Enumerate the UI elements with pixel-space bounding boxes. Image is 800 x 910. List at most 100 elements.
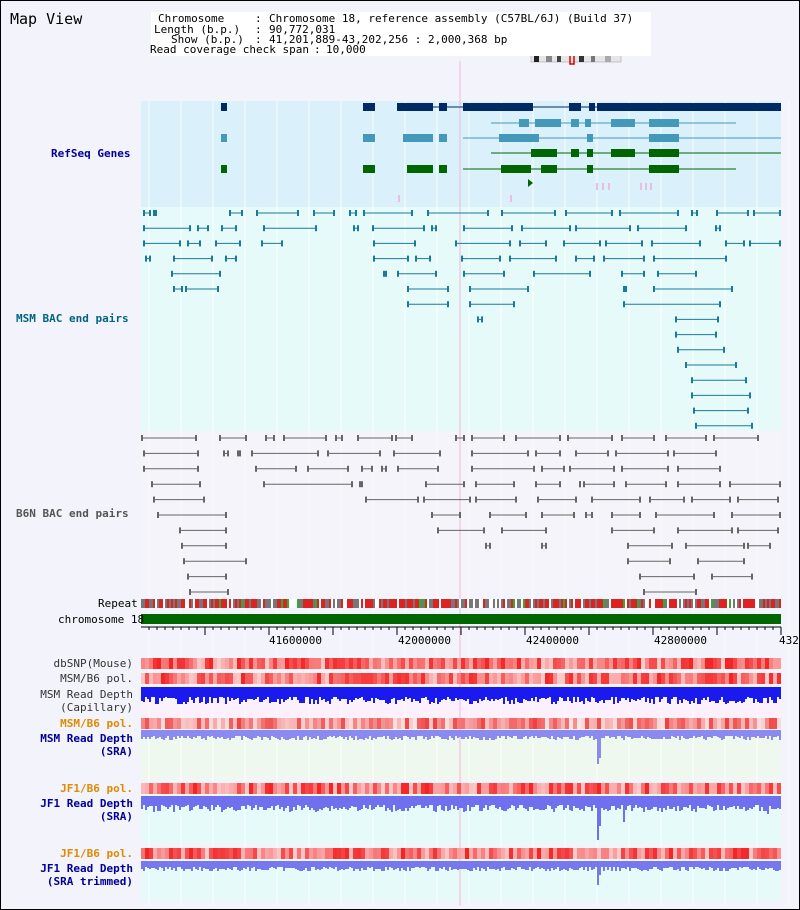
depth-bar [541, 687, 543, 698]
repeat-element [619, 599, 621, 608]
depth-bar [683, 861, 685, 867]
heat-cell [541, 718, 545, 729]
depth-bar [565, 796, 567, 808]
depth-bar [443, 796, 445, 811]
track-label-jf1-b6-pol[interactable]: JF1/B6 pol. [60, 782, 133, 795]
track-label-repeat[interactable]: Repeat [98, 597, 138, 610]
depth-bar [305, 861, 307, 868]
bac-end [693, 407, 695, 414]
depth-bar [241, 796, 243, 806]
heat-cell [477, 658, 481, 669]
depth-bar [257, 861, 259, 869]
repeat-element [721, 599, 723, 608]
repeat-element [201, 599, 203, 608]
depth-bar [345, 861, 347, 869]
heat-cell [525, 718, 529, 729]
depth-bar [715, 730, 717, 736]
depth-bar [615, 687, 617, 697]
depth-bar [719, 861, 721, 871]
depth-bar [407, 796, 409, 811]
heat-cell [201, 718, 205, 729]
heat-cell [633, 658, 637, 669]
depth-bar [577, 796, 579, 808]
bac-end [397, 465, 399, 472]
heat-cell [217, 783, 221, 794]
track-label-jf1-depth-trimmed[interactable]: JF1 Read Depth [40, 862, 133, 875]
track-label-msm-bac[interactable]: MSM BAC end pairs [16, 312, 129, 325]
depth-bar [751, 687, 753, 698]
heat-cell [769, 658, 773, 669]
depth-bar [483, 861, 485, 869]
depth-bar [679, 730, 681, 740]
depth-bar [689, 861, 691, 867]
repeat-element [455, 599, 457, 608]
repeat-element [405, 599, 407, 608]
depth-bar [601, 796, 603, 808]
repeat-element [639, 599, 641, 608]
heat-cell [629, 783, 633, 794]
heat-cell [321, 673, 325, 684]
heat-cell [509, 673, 513, 684]
heat-cell [553, 718, 557, 729]
depth-bar [525, 861, 527, 870]
repeat-element [287, 599, 289, 608]
depth-bar [689, 687, 691, 704]
gene-exon [499, 134, 539, 142]
depth-bar [143, 796, 145, 805]
heat-cell [345, 783, 349, 794]
track-label-jf1-depth-sra[interactable]: JF1 Read Depth [40, 797, 133, 810]
repeat-element [683, 599, 685, 608]
repeat-element [361, 599, 363, 608]
track-label-jf1-b6-pol-2[interactable]: JF1/B6 pol. [60, 847, 133, 860]
heat-cell [461, 718, 465, 729]
depth-bar [265, 687, 267, 699]
depth-bar [621, 730, 623, 738]
depth-bar [535, 861, 537, 868]
heat-cell [521, 658, 525, 669]
repeat-element [545, 599, 547, 608]
track-label-refseq-genes[interactable]: RefSeq Genes [51, 147, 131, 160]
bac-end [229, 210, 231, 216]
depth-bar [533, 687, 535, 701]
depth-bar [753, 861, 755, 869]
gene-exon [519, 119, 529, 127]
depth-bar [621, 861, 623, 868]
capillary-depth-bg [141, 701, 781, 717]
depth-bar [397, 861, 399, 868]
ideogram-band [534, 55, 539, 62]
track-label-dbsnp[interactable]: dbSNP(Mouse) [53, 657, 133, 670]
heat-cell [265, 673, 269, 684]
heat-cell [697, 783, 701, 794]
bac-end [373, 240, 375, 247]
depth-bar [651, 796, 653, 809]
depth-bar [351, 861, 353, 868]
heat-cell [525, 658, 529, 669]
bac-end [731, 512, 733, 518]
heat-cell [457, 658, 461, 669]
bac-end [361, 465, 363, 472]
heat-cell [765, 848, 769, 859]
bac-end [579, 481, 581, 488]
repeat-element [423, 599, 425, 608]
depth-bar [383, 796, 385, 805]
heat-cell [449, 673, 453, 684]
track-label-chromosome[interactable]: chromosome 18 [58, 613, 145, 626]
track-label-msm-depth-capillary[interactable]: MSM Read Depth [40, 688, 133, 701]
heat-cell [777, 783, 781, 794]
depth-bar [553, 687, 555, 702]
repeat-element [543, 599, 545, 608]
depth-bar [167, 730, 169, 736]
track-label-b6n-bac[interactable]: B6N BAC end pairs [16, 507, 129, 520]
depth-bar [287, 861, 289, 868]
bac-end [245, 558, 247, 565]
heat-cell [489, 848, 493, 859]
depth-bar [193, 861, 195, 867]
heat-cell [293, 658, 297, 669]
heat-cell [701, 673, 705, 684]
track-label-msm-b6-pol[interactable]: MSM/B6 pol. [60, 672, 133, 685]
depth-bar [661, 687, 663, 699]
depth-bar [591, 796, 593, 811]
track-label-msm-b6-pol-2[interactable]: MSM/B6 pol. [60, 717, 133, 730]
depth-bar [475, 730, 477, 738]
track-label-msm-depth-sra[interactable]: MSM Read Depth [40, 732, 133, 745]
